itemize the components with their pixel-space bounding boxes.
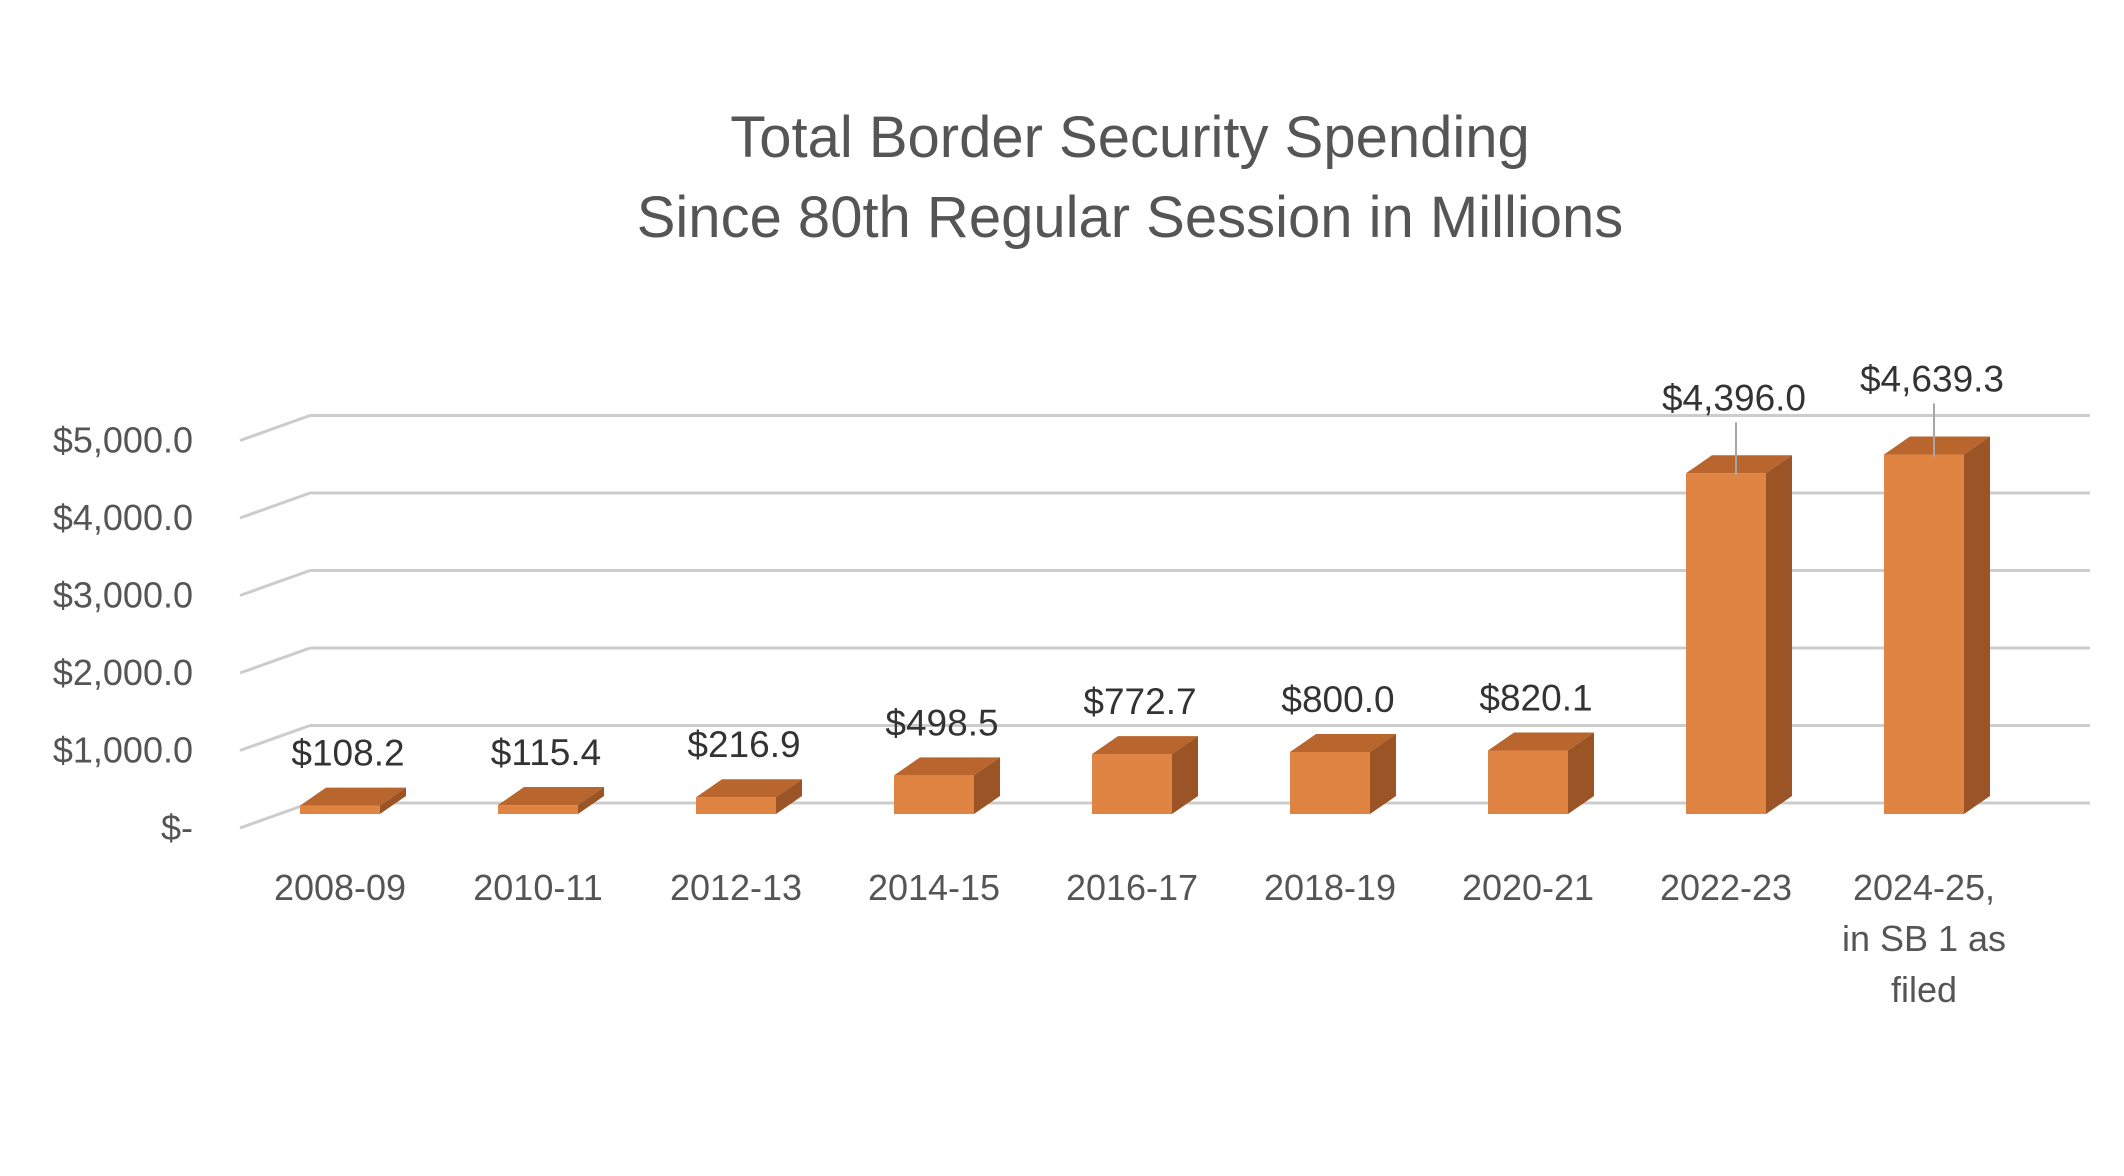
data-label: $800.0 (1281, 679, 1394, 720)
x-category-label: 2020-21 (1462, 867, 1594, 908)
bar-front-face (1488, 750, 1568, 814)
data-label: $115.4 (491, 732, 601, 773)
data-labels: $108.2 $115.4 $216.9 $498.5 $772.7 $800.0 $820… (291, 358, 2004, 773)
bar-top-face (300, 787, 406, 806)
x-axis-category-labels: 2008-09 2010-11 2012-13 2014-15 2016-17 2018-… (274, 867, 2006, 1010)
bar-top-face (498, 787, 604, 806)
y-tick-label: $1,000.0 (53, 730, 193, 771)
gridline-depth (239, 414, 311, 442)
bar (894, 757, 1000, 814)
y-tick-label: $3,000.0 (53, 575, 193, 616)
bar-side-face (1766, 455, 1792, 814)
bar-top-face (894, 757, 1000, 776)
data-label: $820.1 (1479, 677, 1592, 718)
bar (1686, 455, 1792, 814)
gridline-depth (239, 569, 311, 597)
bar-top-face (1686, 455, 1792, 474)
y-tick-label: $2,000.0 (53, 652, 193, 693)
gridline-depth (239, 491, 311, 520)
bars (300, 436, 1990, 814)
bar-side-face (1964, 436, 1990, 814)
x-category-label: 2022-23 (1660, 867, 1792, 908)
bar-side-face (974, 757, 1000, 814)
bar-front-face (498, 805, 578, 814)
bar-front-face (1884, 454, 1964, 814)
gridline-depth (239, 646, 311, 675)
bar-side-face (578, 787, 604, 814)
gridlines (239, 414, 2090, 830)
chart-title-line: Since 80th Regular Session in Millions (637, 185, 1624, 250)
gridline-depth (239, 801, 311, 830)
y-tick-label: $4,000.0 (53, 497, 193, 538)
bar (498, 787, 604, 814)
bar-front-face (1290, 752, 1370, 814)
bar-front-face (300, 805, 380, 814)
bar-top-face (1884, 436, 1990, 455)
bar-front-face (1092, 754, 1172, 814)
bar (300, 787, 406, 814)
x-category-label: 2016-17 (1066, 867, 1198, 908)
x-category-label: in SB 1 as (1842, 918, 2006, 959)
bar (696, 779, 802, 814)
x-category-label: filed (1891, 969, 1957, 1010)
bar-side-face (380, 787, 406, 814)
chart-title-line: Total Border Security Spending (730, 105, 1530, 170)
bar-side-face (776, 779, 802, 814)
bar-front-face (894, 775, 974, 814)
x-category-label: 2024-25, (1853, 867, 1995, 908)
bar-top-face (1290, 734, 1396, 752)
bar (1884, 436, 1990, 814)
chart-title: Total Border Security Spending Since 80th… (637, 105, 1624, 250)
x-category-label: 2012-13 (670, 867, 802, 908)
data-label: $4,639.3 (1860, 358, 2004, 399)
bar-side-face (1370, 734, 1396, 814)
data-label: $216.9 (687, 724, 800, 765)
x-category-label: 2010-11 (473, 867, 602, 908)
x-category-label: 2018-19 (1264, 867, 1396, 908)
bar (1488, 732, 1594, 814)
x-category-label: 2014-15 (868, 867, 1000, 908)
bar (1092, 736, 1198, 814)
data-label: $4,396.0 (1662, 377, 1806, 418)
bar (1290, 734, 1396, 814)
gridline-depth (239, 724, 311, 752)
y-axis-tick-labels: $- $1,000.0 $2,000.0 $3,000.0 $4,000.0 $5,000… (53, 420, 193, 849)
y-tick-label: $5,000.0 (53, 420, 193, 461)
x-category-label: 2008-09 (274, 867, 406, 908)
bar-side-face (1172, 736, 1198, 814)
bar-top-face (1092, 736, 1198, 755)
y-tick-label: $- (161, 807, 193, 848)
bar-front-face (696, 797, 776, 814)
data-label: $498.5 (885, 702, 998, 743)
bar-top-face (1488, 732, 1594, 751)
data-label: $108.2 (291, 733, 404, 774)
bar-top-face (696, 779, 802, 798)
data-label: $772.7 (1083, 681, 1196, 722)
bar-front-face (1686, 473, 1766, 814)
bar-side-face (1568, 732, 1594, 814)
